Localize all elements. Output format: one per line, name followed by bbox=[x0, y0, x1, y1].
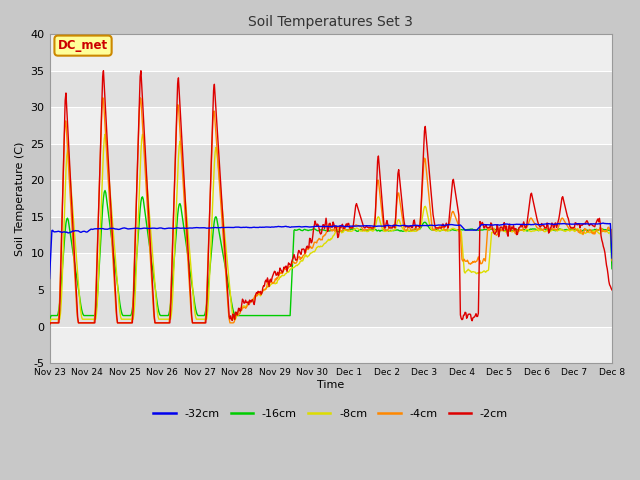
Bar bbox=[49, 253, 612, 290]
Bar bbox=[49, 326, 612, 363]
Title: Soil Temperatures Set 3: Soil Temperatures Set 3 bbox=[248, 15, 413, 29]
Bar bbox=[49, 108, 612, 144]
Bar bbox=[49, 35, 612, 71]
Bar bbox=[49, 144, 612, 180]
Y-axis label: Soil Temperature (C): Soil Temperature (C) bbox=[15, 142, 25, 256]
Bar bbox=[49, 217, 612, 253]
Bar bbox=[49, 180, 612, 217]
Bar bbox=[49, 71, 612, 108]
Text: DC_met: DC_met bbox=[58, 39, 108, 52]
Legend: -32cm, -16cm, -8cm, -4cm, -2cm: -32cm, -16cm, -8cm, -4cm, -2cm bbox=[149, 404, 513, 423]
Bar bbox=[49, 290, 612, 326]
X-axis label: Time: Time bbox=[317, 380, 344, 390]
